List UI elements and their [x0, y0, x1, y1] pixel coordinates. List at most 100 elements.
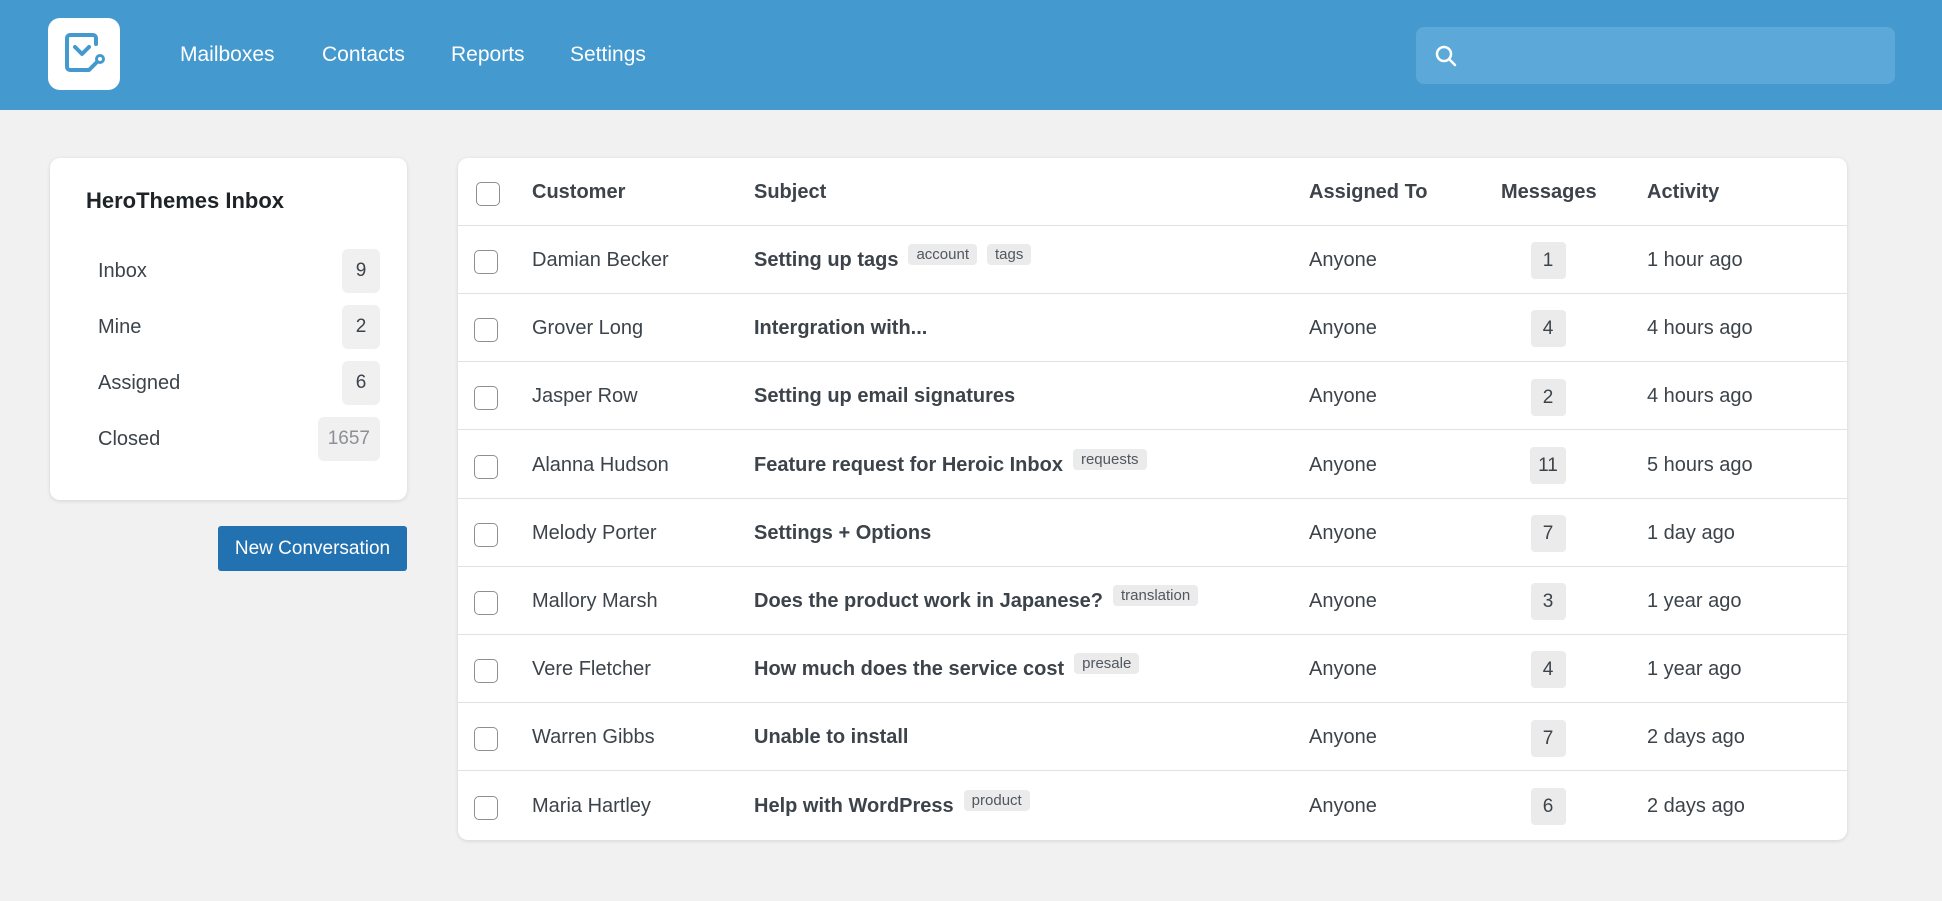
tag-badge[interactable]: translation — [1112, 585, 1199, 606]
mailbox-item-inbox[interactable]: Inbox 9 — [78, 249, 380, 293]
search-icon — [1435, 45, 1457, 67]
subject-link[interactable]: Feature request for Heroic Inbox — [754, 453, 1063, 476]
mailbox-item-mine[interactable]: Mine 2 — [78, 305, 380, 349]
mailbox-item-label: Assigned — [98, 372, 181, 394]
table-row[interactable]: Melody Porter Settings + Options Anyone … — [458, 499, 1847, 567]
message-count: 6 — [1530, 787, 1566, 825]
top-bar: Mailboxes Contacts Reports Settings — [0, 0, 1942, 110]
count-badge: 2 — [342, 305, 380, 349]
row-checkbox[interactable] — [474, 522, 498, 547]
nav-contacts[interactable]: Contacts — [322, 43, 405, 66]
subject-cell[interactable]: Settings + Options — [754, 499, 931, 567]
subject-cell[interactable]: Intergration with... — [754, 294, 927, 362]
assigned-to: Anyone — [1309, 521, 1377, 544]
row-checkbox[interactable] — [474, 727, 498, 752]
tag-badge[interactable]: product — [963, 789, 1030, 811]
row-checkbox[interactable] — [474, 250, 498, 274]
table-row[interactable]: Jasper Row Setting up email signatures A… — [458, 362, 1847, 431]
mailbox-item-label: Mine — [98, 316, 142, 338]
messages-cell: 3 — [1518, 567, 1578, 635]
assigned-to: Anyone — [1309, 658, 1377, 681]
nav-reports[interactable]: Reports — [451, 43, 525, 66]
subject-link[interactable]: Intergration with... — [754, 317, 928, 340]
subject-link[interactable]: Settings + Options — [754, 521, 932, 544]
messages-cell: 4 — [1518, 635, 1578, 703]
app-logo[interactable] — [48, 18, 120, 90]
activity-time: 2 days ago — [1647, 726, 1745, 749]
row-checkbox[interactable] — [474, 795, 498, 820]
tag-badge[interactable]: requests — [1072, 448, 1147, 470]
customer-name: Maria Hartley — [532, 794, 651, 817]
activity-time: 2 days ago — [1647, 794, 1745, 817]
activity-time: 1 year ago — [1647, 590, 1742, 612]
table-row[interactable]: Maria Hartley Help with WordPress product… — [458, 772, 1847, 840]
subject-link[interactable]: How much does the service cost — [754, 658, 1065, 681]
message-count: 1 — [1530, 242, 1566, 280]
subject-cell[interactable]: Feature request for Heroic Inbox requests — [754, 431, 1147, 499]
new-conversation-button[interactable]: New Conversation — [218, 526, 407, 571]
row-checkbox[interactable] — [474, 318, 498, 343]
subject-cell[interactable]: How much does the service cost presale — [754, 635, 1140, 703]
assigned-to: Anyone — [1309, 249, 1377, 271]
customer-name: Warren Gibbs — [532, 726, 655, 749]
select-all-checkbox[interactable] — [476, 182, 500, 206]
search-input[interactable] — [1470, 27, 1880, 84]
subject-cell[interactable]: Unable to install — [754, 703, 908, 771]
mailbox-item-label: Closed — [98, 428, 161, 450]
activity-time: 1 day ago — [1647, 521, 1735, 544]
customer-name: Vere Fletcher — [532, 658, 651, 681]
assigned-to: Anyone — [1309, 385, 1377, 408]
subject-cell[interactable]: Does the product work in Japanese? transl… — [754, 567, 1199, 635]
subject-cell[interactable]: Setting up tags account tags — [754, 226, 1032, 294]
table-row[interactable]: Vere Fletcher How much does the service … — [458, 635, 1847, 704]
nav-mailboxes[interactable]: Mailboxes — [180, 43, 275, 66]
column-customer[interactable]: Customer — [532, 181, 626, 203]
row-checkbox[interactable] — [474, 659, 498, 684]
mailbox-item-assigned[interactable]: Assigned 6 — [78, 361, 380, 405]
subject-cell[interactable]: Help with WordPress product — [754, 772, 1030, 840]
subject-link[interactable]: Setting up tags — [754, 249, 899, 271]
count-badge: 9 — [342, 249, 380, 293]
tag-badge[interactable]: tags — [987, 244, 1032, 265]
mailbox-item-label: Inbox — [98, 260, 147, 282]
table-header: Customer Subject Assigned To Messages Ac… — [458, 158, 1847, 226]
assigned-to: Anyone — [1309, 794, 1377, 817]
column-assigned[interactable]: Assigned To — [1309, 181, 1428, 203]
subject-cell[interactable]: Setting up email signatures — [754, 362, 1015, 430]
table-row[interactable]: Damian Becker Setting up tags account tags… — [458, 226, 1847, 294]
tag-badge[interactable]: account — [908, 244, 977, 265]
mailbox-title: HeroThemes Inbox — [86, 188, 285, 213]
search-box[interactable] — [1416, 27, 1895, 84]
subject-link[interactable]: Setting up email signatures — [754, 385, 1016, 408]
customer-name: Melody Porter — [532, 521, 657, 544]
messages-cell: 11 — [1518, 431, 1578, 499]
row-checkbox[interactable] — [474, 386, 498, 411]
column-messages[interactable]: Messages — [1501, 181, 1597, 203]
conversation-table: Customer Subject Assigned To Messages Ac… — [458, 158, 1847, 840]
row-checkbox[interactable] — [474, 591, 498, 615]
subject-link[interactable]: Unable to install — [754, 726, 909, 749]
table-row[interactable]: Alanna Hudson Feature request for Heroic… — [458, 431, 1847, 499]
table-row[interactable]: Grover Long Intergration with... Anyone … — [458, 294, 1847, 363]
column-subject[interactable]: Subject — [754, 181, 827, 203]
customer-name: Mallory Marsh — [532, 590, 658, 612]
message-count: 7 — [1530, 515, 1566, 553]
subject-link[interactable]: Does the product work in Japanese? — [754, 590, 1103, 612]
message-count: 4 — [1530, 651, 1566, 689]
assigned-to: Anyone — [1309, 726, 1377, 749]
column-activity[interactable]: Activity — [1647, 181, 1720, 203]
messages-cell: 7 — [1518, 499, 1578, 567]
count-badge: 1657 — [317, 417, 380, 461]
tag-badge[interactable]: presale — [1074, 653, 1140, 675]
assigned-to: Anyone — [1309, 453, 1377, 476]
table-row[interactable]: Mallory Marsh Does the product work in J… — [458, 567, 1847, 635]
message-count: 2 — [1530, 378, 1566, 416]
mailbox-item-closed[interactable]: Closed 1657 — [78, 417, 380, 461]
message-count: 4 — [1530, 310, 1566, 348]
customer-name: Grover Long — [532, 317, 644, 340]
table-row[interactable]: Warren Gibbs Unable to install Anyone 7 … — [458, 703, 1847, 772]
row-checkbox[interactable] — [474, 454, 498, 479]
subject-link[interactable]: Help with WordPress — [754, 794, 954, 817]
customer-name: Damian Becker — [532, 249, 669, 271]
nav-settings[interactable]: Settings — [570, 43, 646, 66]
